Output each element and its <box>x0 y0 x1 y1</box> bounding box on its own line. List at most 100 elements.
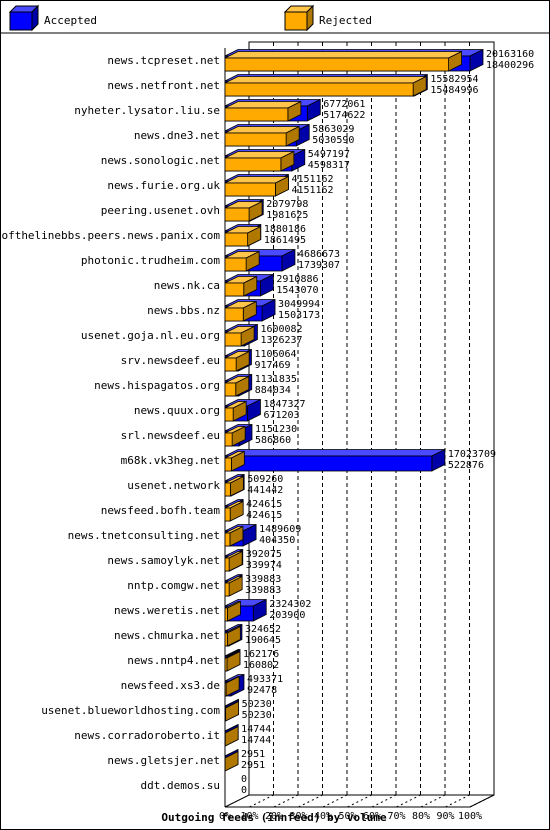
accepted-value-label: 1880186 <box>264 224 306 235</box>
category-label: news.tcpreset.net <box>107 54 220 67</box>
rejected-bar-front <box>224 482 231 497</box>
rejected-value-label: 0 <box>241 785 247 796</box>
category-label: usenet.blueworldhosting.com <box>41 704 220 717</box>
accepted-value-label: 339883 <box>245 574 281 585</box>
category-label: photonic.trudheim.com <box>81 254 220 267</box>
x-axis-label: Outgoing feeds (innfeed) by volume <box>161 811 387 824</box>
rejected-value-label: 1543070 <box>276 285 318 296</box>
rejected-bar-front <box>224 82 414 97</box>
rejected-value-label: 917469 <box>254 360 290 371</box>
category-label: news.sonologic.net <box>101 154 220 167</box>
rejected-value-label: 92478 <box>247 685 277 696</box>
accepted-value-label: 0 <box>241 774 247 785</box>
rejected-bar-front <box>224 407 234 422</box>
rejected-bar-front <box>224 657 228 672</box>
rejected-value-label: 884034 <box>255 385 291 396</box>
rejected-bar <box>224 275 258 297</box>
accepted-value-label: 3049994 <box>278 299 320 310</box>
rejected-bar <box>224 75 427 97</box>
rejected-bar <box>224 50 462 72</box>
category-label: endofthelinebbs.peers.news.panix.com <box>0 229 220 242</box>
category-label: news.hispagatos.org <box>94 379 220 392</box>
rejected-value-label: 404350 <box>259 535 295 546</box>
rejected-bar <box>224 175 289 197</box>
rejected-value-label: 15484996 <box>430 85 478 96</box>
x-tick-label: 50% <box>338 811 356 822</box>
floor <box>224 794 495 808</box>
rejected-bar <box>224 475 244 497</box>
accepted-value-label: 424615 <box>246 499 282 510</box>
x-tick-label: 0% <box>219 811 231 822</box>
legend: Accepted Rejected <box>8 4 372 32</box>
rejected-value-label: 522876 <box>448 460 484 471</box>
rejected-bar <box>224 150 295 172</box>
x-tick-label: 60% <box>363 811 381 822</box>
category-label: news.bbs.nz <box>147 304 220 317</box>
accepted-value-label: 1131835 <box>255 374 297 385</box>
rejected-value-label: 1503173 <box>278 310 320 321</box>
rejected-value-label: 4598317 <box>308 160 350 171</box>
rejected-bar-front <box>224 57 449 72</box>
legend-accepted-label: Accepted <box>44 14 97 27</box>
bar-row: ddt.demos.su 00 <box>141 774 248 796</box>
rejected-bar <box>224 225 262 247</box>
x-tick-label: 40% <box>314 811 332 822</box>
rejected-value-label: 4151162 <box>291 185 333 196</box>
rejected-value-label: 671203 <box>263 410 299 421</box>
x-tick-label: 100% <box>458 811 482 822</box>
rejected-bar-front <box>224 432 233 447</box>
category-label: srl.newsdeef.eu <box>121 429 220 442</box>
category-label: news.samoylyk.net <box>107 554 220 567</box>
rejected-bar <box>224 100 302 122</box>
rejected-bar <box>224 525 244 547</box>
accepted-value-label: 1847327 <box>263 399 305 410</box>
rejected-value-label: 441442 <box>247 485 283 496</box>
accepted-value-label: 1151230 <box>255 424 297 435</box>
category-label: ddt.demos.su <box>141 779 220 792</box>
rejected-value-label: 18400296 <box>486 60 534 71</box>
x-tick-label: 90% <box>436 811 454 822</box>
rejected-value-label: 339974 <box>246 560 282 571</box>
accepted-value-label: 17023709 <box>448 449 496 460</box>
rejected-bar <box>224 450 245 472</box>
rejected-bar <box>224 300 257 322</box>
rejected-value-label: 1739307 <box>298 260 340 271</box>
category-label: nntp.comgw.net <box>127 579 220 592</box>
rejected-bar <box>224 425 246 447</box>
rejected-bar <box>224 375 250 397</box>
category-label: newsfeed.bofh.team <box>101 504 221 517</box>
x-tick-label: 20% <box>265 811 283 822</box>
accepted-value-label: 2079798 <box>266 199 308 210</box>
accepted-value-label: 1106064 <box>254 349 296 360</box>
rejected-bar-front <box>224 232 249 247</box>
legend-rejected: Rejected <box>283 4 372 32</box>
accepted-value-label: 392075 <box>246 549 282 560</box>
legend-accepted: Accepted <box>8 4 97 32</box>
accepted-bar-front <box>224 455 433 472</box>
accepted-value-label: 1600082 <box>260 324 302 335</box>
rejected-bar <box>224 350 250 372</box>
accepted-value-label: 2910886 <box>276 274 318 285</box>
rejected-bar <box>224 750 239 772</box>
rejected-bar-front <box>224 457 232 472</box>
category-label: srv.newsdeef.eu <box>121 354 220 367</box>
rejected-bar-front <box>224 632 228 647</box>
rejected-value-label: 2951 <box>241 760 265 771</box>
legend-rejected-swatch <box>284 11 308 31</box>
rejected-bar-front <box>224 682 227 697</box>
rejected-bar <box>224 125 300 147</box>
rejected-bar-front <box>224 182 276 197</box>
